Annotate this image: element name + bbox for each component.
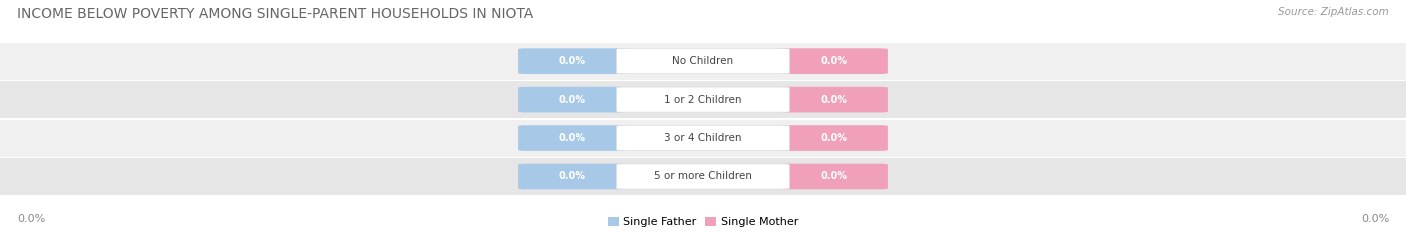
Text: 0.0%: 0.0%	[820, 56, 848, 66]
Legend: Single Father, Single Mother: Single Father, Single Mother	[607, 217, 799, 227]
Bar	[0, 43, 1406, 80]
Bar	[0, 81, 1406, 118]
Text: INCOME BELOW POVERTY AMONG SINGLE-PARENT HOUSEHOLDS IN NIOTA: INCOME BELOW POVERTY AMONG SINGLE-PARENT…	[17, 7, 533, 21]
FancyBboxPatch shape	[517, 125, 627, 151]
FancyBboxPatch shape	[779, 87, 889, 113]
Text: 5 or more Children: 5 or more Children	[654, 171, 752, 182]
FancyBboxPatch shape	[779, 48, 889, 74]
Text: 0.0%: 0.0%	[1361, 214, 1389, 224]
Text: 0.0%: 0.0%	[820, 95, 848, 105]
Text: 0.0%: 0.0%	[558, 56, 586, 66]
Text: 0.0%: 0.0%	[558, 95, 586, 105]
Bar	[0, 158, 1406, 195]
Text: No Children: No Children	[672, 56, 734, 66]
FancyBboxPatch shape	[779, 125, 889, 151]
Text: Source: ZipAtlas.com: Source: ZipAtlas.com	[1278, 7, 1389, 17]
FancyBboxPatch shape	[616, 126, 790, 151]
Text: 0.0%: 0.0%	[820, 171, 848, 182]
Text: 0.0%: 0.0%	[820, 133, 848, 143]
FancyBboxPatch shape	[779, 164, 889, 189]
Text: 0.0%: 0.0%	[17, 214, 45, 224]
FancyBboxPatch shape	[517, 164, 627, 189]
Text: 0.0%: 0.0%	[558, 171, 586, 182]
Text: 0.0%: 0.0%	[558, 133, 586, 143]
FancyBboxPatch shape	[517, 48, 627, 74]
FancyBboxPatch shape	[616, 87, 790, 112]
FancyBboxPatch shape	[616, 164, 790, 189]
Text: 3 or 4 Children: 3 or 4 Children	[664, 133, 742, 143]
Text: 1 or 2 Children: 1 or 2 Children	[664, 95, 742, 105]
FancyBboxPatch shape	[616, 49, 790, 74]
Bar	[0, 120, 1406, 157]
FancyBboxPatch shape	[517, 87, 627, 113]
